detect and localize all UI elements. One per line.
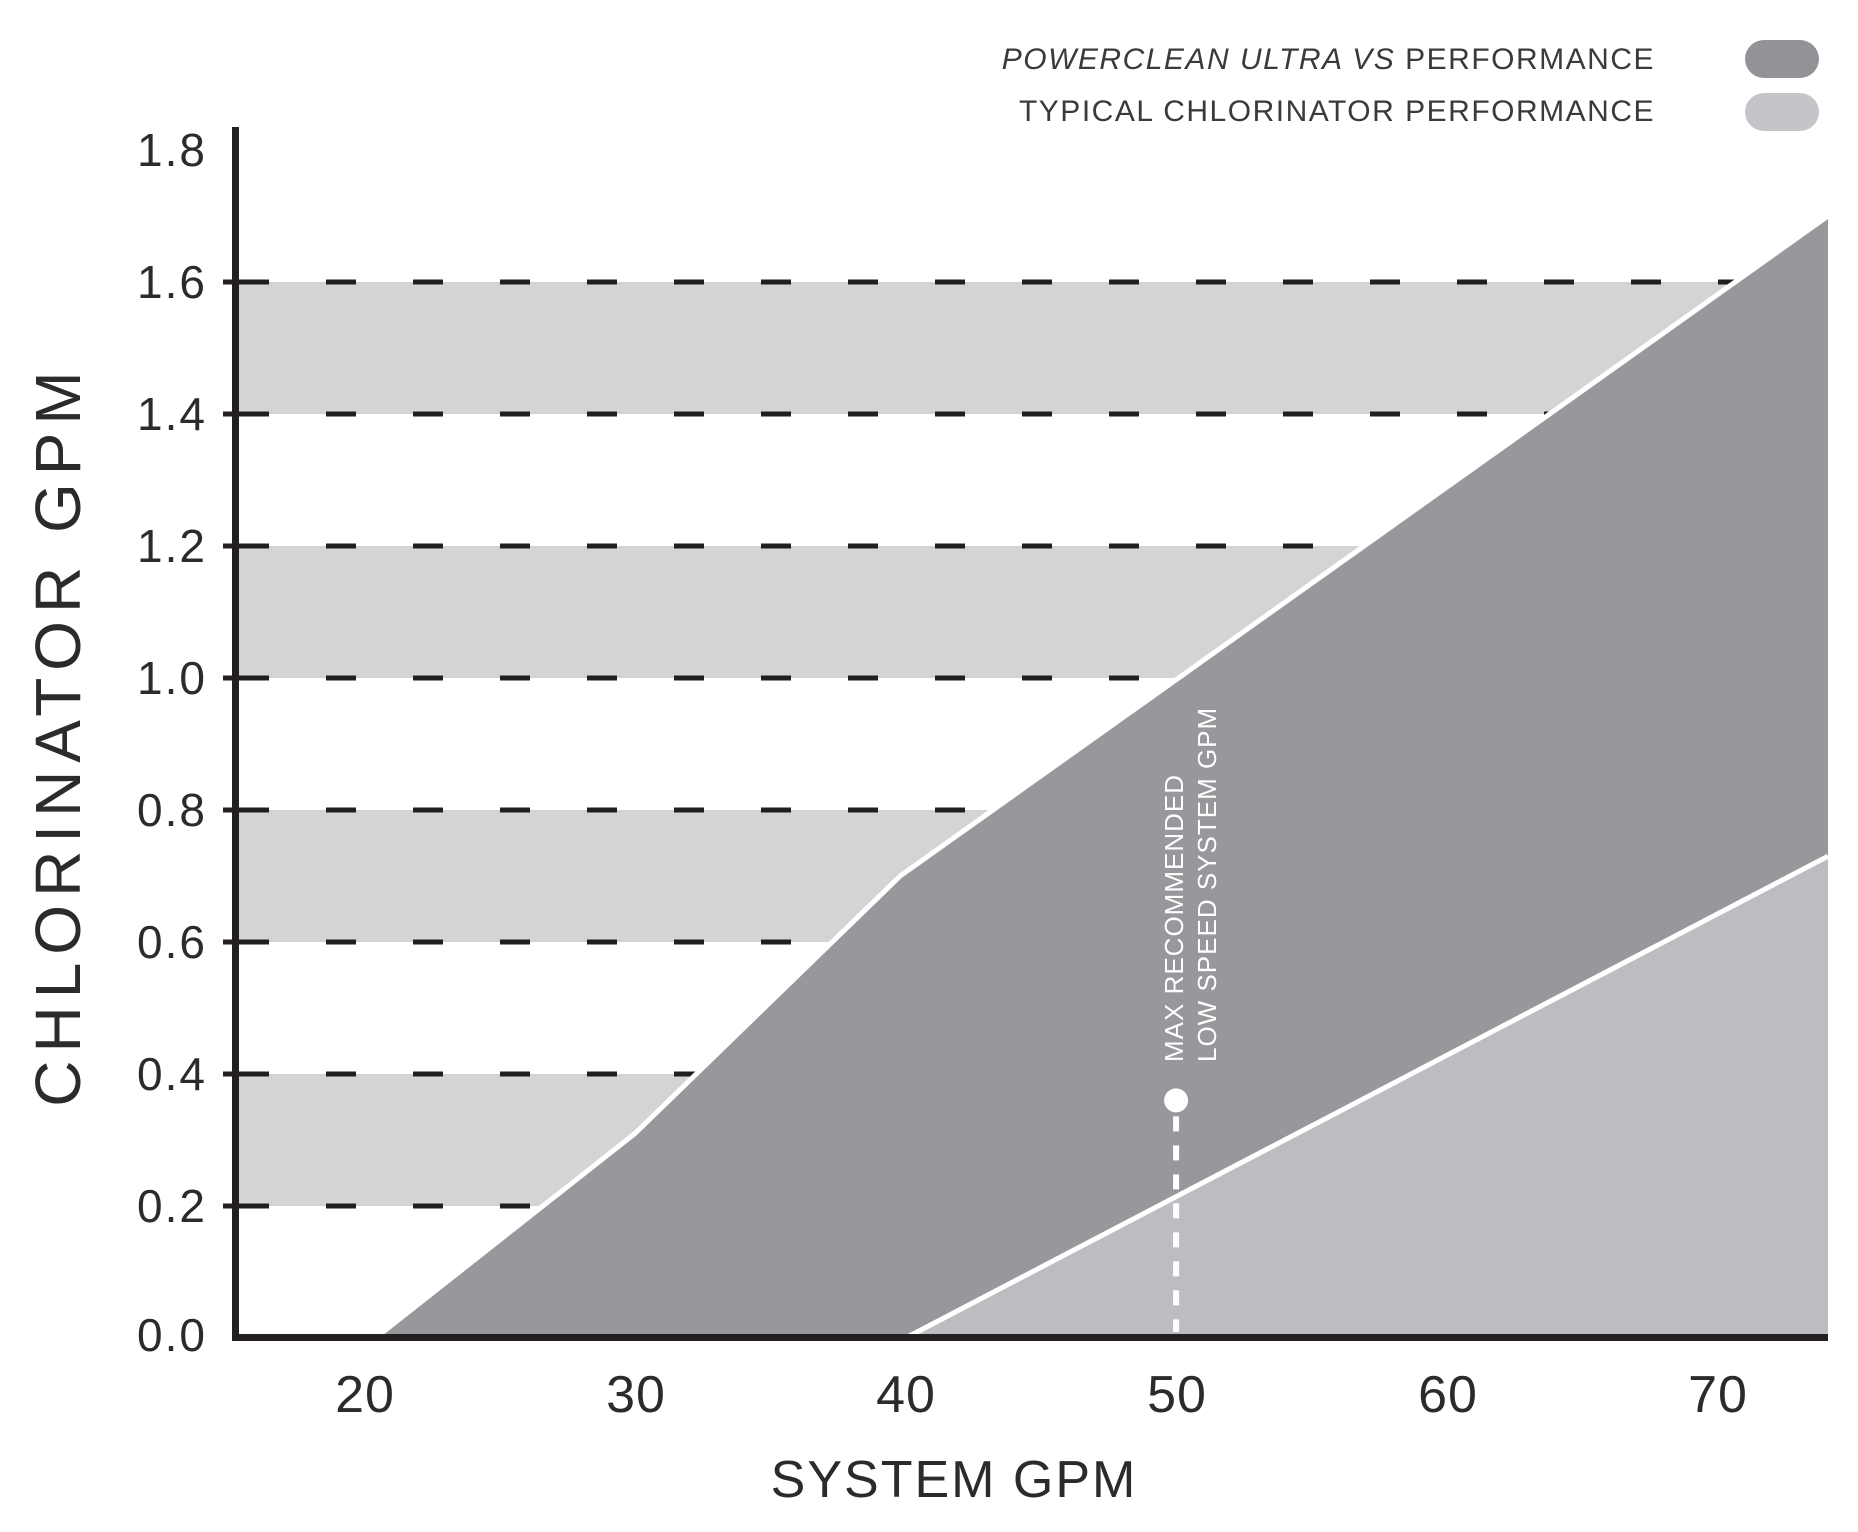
- y-tick-label: 0.6: [137, 916, 207, 968]
- annotation-line-1: MAX RECOMMENDED: [1159, 773, 1189, 1062]
- y-tick-label: 1.8: [137, 124, 207, 176]
- legend-label-typical: TYPICAL CHLORINATOR PERFORMANCE: [1018, 95, 1655, 128]
- x-tick-label: 20: [335, 1366, 395, 1424]
- y-tick-label: 1.2: [137, 520, 207, 572]
- x-tick-label: 60: [1418, 1366, 1478, 1424]
- x-tick-label: 30: [606, 1366, 666, 1424]
- max-recommended-annotation: MAX RECOMMENDED LOW SPEED SYSTEM GPM: [1158, 707, 1224, 1062]
- annotation-line-2: LOW SPEED SYSTEM GPM: [1192, 706, 1222, 1062]
- legend-swatch-typical: [1745, 93, 1819, 131]
- x-tick-label: 40: [876, 1366, 936, 1424]
- y-tick-label: 0.2: [137, 1180, 207, 1232]
- y-tick-label: 0.8: [137, 784, 207, 836]
- y-axis-title: CHLORINATOR GPM: [22, 363, 94, 1107]
- legend-entry-powerclean: POWERCLEAN ULTRA VS PERFORMANCE: [800, 40, 1655, 80]
- legend-label-powerclean-rest: PERFORMANCE: [1395, 43, 1655, 76]
- x-axis-title: SYSTEM GPM: [770, 1451, 1138, 1509]
- typical-region-edge: [904, 853, 1830, 1341]
- y-axis-line: [232, 127, 239, 1341]
- y-tick-label: 1.4: [137, 388, 207, 440]
- x-tick-label: 70: [1688, 1366, 1748, 1424]
- legend-label-powerclean-italic: POWERCLEAN ULTRA VS: [1001, 43, 1396, 76]
- legend-swatch-powerclean: [1745, 40, 1819, 78]
- x-tick-label: 50: [1147, 1366, 1207, 1424]
- background-band: [232, 282, 1828, 414]
- annotation-dot: [1164, 1088, 1189, 1113]
- x-axis-line: [232, 1334, 1828, 1341]
- y-tick-label: 1.6: [137, 256, 207, 308]
- legend-entry-typical: TYPICAL CHLORINATOR PERFORMANCE: [800, 92, 1655, 132]
- y-tick-label: 0.0: [137, 1309, 207, 1361]
- y-tick-label: 1.0: [137, 652, 207, 704]
- y-tick-label: 0.4: [137, 1048, 207, 1100]
- powerclean-region-edge: [373, 213, 1830, 1340]
